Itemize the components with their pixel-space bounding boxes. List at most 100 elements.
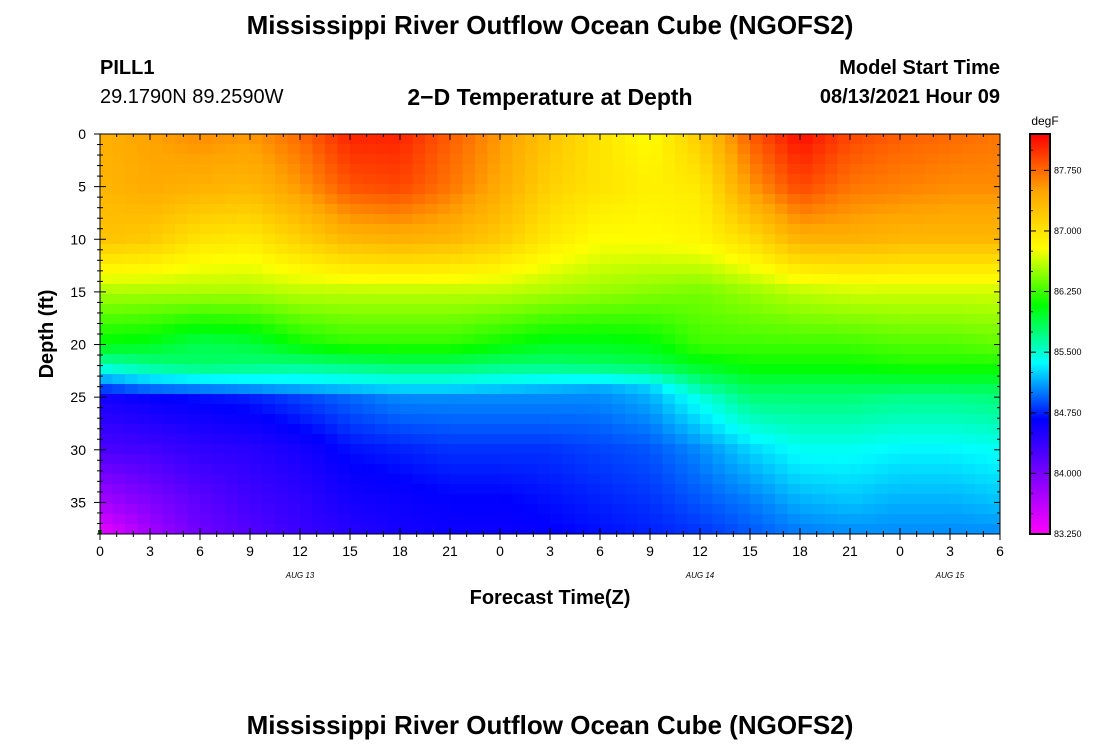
heatmap-cell <box>875 434 889 445</box>
heatmap-cell <box>337 384 351 395</box>
heatmap-cell <box>525 404 539 415</box>
heatmap-cell <box>462 384 476 395</box>
heatmap-cell <box>925 404 939 415</box>
heatmap-cell <box>825 274 839 285</box>
heatmap-cell <box>512 494 526 505</box>
heatmap-cell <box>425 314 439 325</box>
heatmap-cell <box>150 384 164 395</box>
heatmap-cell <box>712 324 726 335</box>
heatmap-cell <box>250 204 264 215</box>
heatmap-cell <box>712 184 726 195</box>
heatmap-cell <box>712 174 726 185</box>
heatmap-cell <box>925 414 939 425</box>
heatmap-cell <box>725 314 739 325</box>
heatmap-cell <box>412 274 426 285</box>
heatmap-cell <box>600 374 614 385</box>
heatmap-cell <box>512 224 526 235</box>
heatmap-cell <box>937 504 951 515</box>
heatmap-cell <box>287 134 301 145</box>
heatmap-cell <box>400 384 414 395</box>
heatmap-cell <box>150 464 164 475</box>
heatmap-cell <box>187 494 201 505</box>
heatmap-cell <box>937 454 951 465</box>
heatmap-cell <box>575 514 589 525</box>
heatmap-cell <box>575 384 589 395</box>
heatmap-cell <box>925 294 939 305</box>
heatmap-cell <box>700 414 714 425</box>
heatmap-cell <box>387 294 401 305</box>
heatmap-cell <box>737 194 751 205</box>
heatmap-cell <box>275 144 289 155</box>
heatmap-cell <box>112 494 126 505</box>
heatmap-cell <box>212 374 226 385</box>
heatmap-cell <box>137 144 151 155</box>
heatmap-cell <box>500 364 514 375</box>
heatmap-cell <box>700 214 714 225</box>
heatmap-cell <box>462 234 476 245</box>
heatmap-cell <box>187 334 201 345</box>
heatmap-cell <box>900 414 914 425</box>
heatmap-cell <box>800 464 814 475</box>
heatmap-cell <box>112 234 126 245</box>
heatmap-cell <box>337 454 351 465</box>
heatmap-cell <box>175 484 189 495</box>
heatmap-cell <box>425 494 439 505</box>
heatmap-cell <box>475 464 489 475</box>
heatmap-cell <box>812 294 826 305</box>
heatmap-cell <box>900 144 914 155</box>
heatmap-cell <box>425 244 439 255</box>
heatmap-cell <box>387 394 401 405</box>
heatmap-cell <box>712 364 726 375</box>
heatmap-cell <box>812 444 826 455</box>
heatmap-cell <box>787 364 801 375</box>
heatmap-cell <box>775 514 789 525</box>
heatmap-cell <box>987 234 1000 245</box>
heatmap-cell <box>950 364 964 375</box>
heatmap-cell <box>900 434 914 445</box>
heatmap-cell <box>562 344 576 355</box>
heatmap-cell <box>837 224 851 235</box>
heatmap-cell <box>100 484 114 495</box>
heatmap-cell <box>787 194 801 205</box>
heatmap-cell <box>512 144 526 155</box>
heatmap-cell <box>200 354 214 365</box>
heatmap-cell <box>850 324 864 335</box>
heatmap-cell <box>712 374 726 385</box>
heatmap-cell <box>587 414 601 425</box>
heatmap-cell <box>612 504 626 515</box>
heatmap-cell <box>937 274 951 285</box>
heatmap-cell <box>975 344 989 355</box>
heatmap-cell <box>575 254 589 265</box>
heatmap-cell <box>700 184 714 195</box>
heatmap-cell <box>225 404 239 415</box>
heatmap-cell <box>700 254 714 265</box>
heatmap-cell <box>762 164 776 175</box>
heatmap-cell <box>750 214 764 225</box>
heatmap-cell <box>912 194 926 205</box>
heatmap-cell <box>487 404 501 415</box>
heatmap-cell <box>712 334 726 345</box>
heatmap-cell <box>112 504 126 515</box>
heatmap-cell <box>337 204 351 215</box>
heatmap-cell <box>987 424 1000 435</box>
heatmap-cell <box>550 354 564 365</box>
heatmap-cell <box>512 414 526 425</box>
heatmap-cell <box>650 374 664 385</box>
heatmap-cell <box>887 374 901 385</box>
heatmap-cell <box>837 384 851 395</box>
heatmap-cell <box>775 394 789 405</box>
heatmap-cell <box>450 194 464 205</box>
heatmap-cell <box>762 344 776 355</box>
heatmap-cell <box>550 464 564 475</box>
heatmap-cell <box>137 334 151 345</box>
heatmap-cell <box>325 234 339 245</box>
heatmap-cell <box>400 194 414 205</box>
heatmap-cell <box>475 224 489 235</box>
heatmap-cell <box>612 344 626 355</box>
heatmap-cell <box>562 134 576 145</box>
heatmap-cell <box>625 524 639 534</box>
heatmap-cell <box>662 474 676 485</box>
heatmap-cell <box>187 474 201 485</box>
heatmap-cell <box>662 464 676 475</box>
heatmap-cell <box>625 134 639 145</box>
